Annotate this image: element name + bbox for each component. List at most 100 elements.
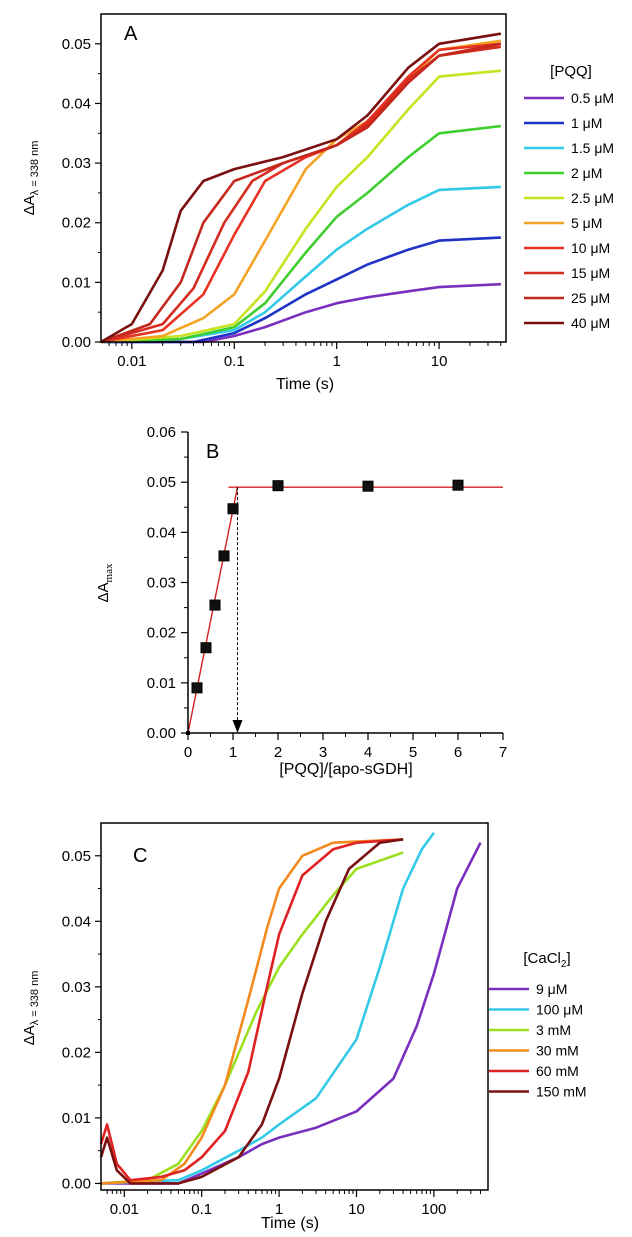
data-point xyxy=(272,480,284,492)
panel-b-label: B xyxy=(206,441,219,463)
panel-c: C 0.01 0.1 1 10 1000.000.010.020.030.040.05 … xyxy=(21,822,587,1232)
series-1-line xyxy=(101,842,482,1185)
series-2-fit-line xyxy=(100,832,435,1184)
series-5-line xyxy=(99,838,404,1182)
legend-label-5: 2.5 μM xyxy=(571,190,614,206)
series-3-line xyxy=(100,185,501,344)
y-tick-label: 0.00 xyxy=(62,334,91,351)
panel-a-y-axis-label: ΔAλ = 338 nm xyxy=(21,141,41,216)
panel-b-x-axis-label: [PQQ]/[apo-sGDH] xyxy=(279,761,412,778)
series-6-line xyxy=(99,838,404,1185)
x-tick-label: 0 xyxy=(184,744,192,761)
series-10-line xyxy=(100,32,502,344)
y-tick-label: 0.05 xyxy=(62,848,91,865)
y-tick-label: 0.02 xyxy=(147,625,176,642)
legend-label-1: 9 μM xyxy=(536,981,567,997)
legend-label-1: 0.5 μM xyxy=(571,90,614,106)
panel-b: B 0 1 2 3 4 5 6 7 0.00 0.01 0.02 0.03 0.04 0.05 0.06 [… xyxy=(95,424,507,778)
y-tick-label: 0.01 xyxy=(147,675,176,692)
equivalence-arrowhead xyxy=(232,720,243,733)
legend-label-10: 40 μM xyxy=(571,315,610,331)
x-tick-label: 7 xyxy=(499,744,507,761)
data-point xyxy=(191,682,203,694)
panel-c-legend-title: [CaCl2] xyxy=(523,950,570,970)
series-1-line xyxy=(101,282,501,344)
panel-b-frame xyxy=(187,432,503,734)
legend-label-6: 5 μM xyxy=(571,215,602,231)
x-tick-label: 2 xyxy=(274,744,282,761)
series-5-line xyxy=(100,69,501,344)
series-5-fit-line xyxy=(100,70,501,343)
legend-label-5: 60 mM xyxy=(536,1063,579,1079)
y-tick-label: 0.04 xyxy=(62,913,91,930)
y-tick-label: 0.05 xyxy=(62,36,91,53)
y-tick-label: 0.02 xyxy=(62,215,91,232)
legend-label-9: 25 μM xyxy=(571,290,610,306)
y-tick-label: 0.03 xyxy=(62,979,91,996)
panel-a-legend-title: [PQQ] xyxy=(550,63,592,80)
panel-a-label: A xyxy=(124,23,138,45)
series-6-line xyxy=(100,39,501,344)
y-tick-label: 0.00 xyxy=(147,725,176,742)
y-tick-label: 0.02 xyxy=(62,1044,91,1061)
data-point xyxy=(218,550,230,562)
series-6-fit-line xyxy=(100,839,404,1184)
legend-label-2: 1 μM xyxy=(571,115,602,131)
y-tick-label: 0.03 xyxy=(62,155,91,172)
panel-c-y-axis-label: ΔAλ = 338 nm xyxy=(21,971,41,1046)
y-tick-label: 0.00 xyxy=(62,1175,91,1192)
series-5-fit-line xyxy=(100,839,404,1181)
legend-label-6: 150 mM xyxy=(536,1084,587,1100)
x-tick-label: 6 xyxy=(454,744,462,761)
x-tick-label: 0.1 xyxy=(224,353,245,370)
series-2-line xyxy=(100,832,435,1185)
legend-label-4: 30 mM xyxy=(536,1043,579,1059)
panel-c-x-axis-label: Time (s) xyxy=(261,1215,319,1232)
x-tick-label: 4 xyxy=(364,744,372,761)
y-tick-label: 0.04 xyxy=(147,524,176,541)
x-tick-label: 0.01 xyxy=(117,353,146,370)
x-tick-label: 1 xyxy=(275,1201,283,1218)
legend-label-3: 3 mM xyxy=(536,1022,571,1038)
legend-label-8: 15 μM xyxy=(571,265,610,281)
y-tick-label: 0.05 xyxy=(147,474,176,491)
series-3-fit-line xyxy=(100,852,404,1184)
data-point xyxy=(362,480,374,492)
series-7-line xyxy=(100,42,501,344)
data-point xyxy=(227,503,239,515)
y-tick-label: 0.01 xyxy=(62,274,91,291)
x-tick-label: 5 xyxy=(409,744,417,761)
panel-a: A 0.01 0.1 1 10 0.00 0.01 0.02 0.03 0.04 0.05 Tim… xyxy=(21,13,614,393)
panel-c-frame xyxy=(100,822,489,1191)
legend-label-3: 1.5 μM xyxy=(571,140,614,156)
y-tick-label: 0.04 xyxy=(62,95,91,112)
series-2-line xyxy=(101,236,501,344)
panel-a-frame xyxy=(100,13,507,343)
x-tick-label: 100 xyxy=(421,1201,446,1218)
series-3-line xyxy=(100,851,404,1185)
series-9-line xyxy=(100,42,502,344)
series-3-fit-line xyxy=(100,186,501,343)
x-tick-label: 0.1 xyxy=(191,1201,212,1218)
panel-b-y-axis-label: ΔAmax xyxy=(95,563,115,602)
series-1-fit-line xyxy=(101,842,481,1184)
y-tick-label: 0.03 xyxy=(147,575,176,592)
legend-label-7: 10 μM xyxy=(571,240,610,256)
series-4-line xyxy=(100,124,501,344)
x-tick-label: 10 xyxy=(348,1201,365,1218)
legend-label-2: 100 μM xyxy=(536,1002,583,1018)
series-4-fit-line xyxy=(100,839,404,1184)
y-tick-label: 0.06 xyxy=(147,424,176,441)
x-tick-label: 1 xyxy=(333,353,341,370)
panel-c-label: C xyxy=(133,845,147,867)
data-point xyxy=(452,479,464,491)
y-tick-label: 0.01 xyxy=(62,1110,91,1127)
series-4-line xyxy=(100,838,404,1185)
data-point xyxy=(209,599,221,611)
data-point xyxy=(200,642,212,654)
legend-label-4: 2 μM xyxy=(571,165,602,181)
x-tick-label: 10 xyxy=(431,353,448,370)
panel-a-x-axis-label: Time (s) xyxy=(276,376,334,393)
x-tick-label: 1 xyxy=(229,744,237,761)
